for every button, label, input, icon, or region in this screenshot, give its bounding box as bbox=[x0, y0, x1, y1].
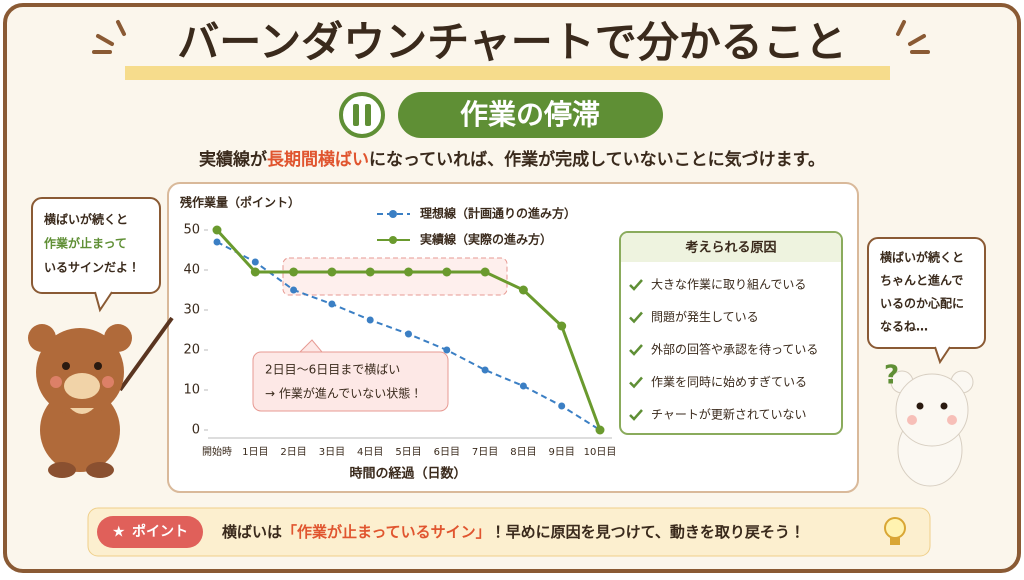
x-tick-label: 6日目 bbox=[434, 447, 460, 458]
bubble-text: 作業が止まって bbox=[44, 236, 127, 251]
data-point bbox=[213, 238, 221, 246]
point-text-part: ！早めに原因を見つけて、動きを取り戻そう！ bbox=[491, 523, 805, 541]
data-point bbox=[405, 330, 412, 338]
section-icon bbox=[339, 92, 385, 138]
data-point bbox=[443, 346, 451, 354]
bubble-text: いるのか心配に bbox=[880, 296, 964, 311]
cause-item: チャートが更新されていない bbox=[651, 407, 807, 422]
callout-text: 2日目〜6日目まで横ばい bbox=[265, 363, 400, 377]
x-tick-label: 9日目 bbox=[549, 447, 575, 458]
data-point bbox=[327, 267, 337, 277]
svg-text:?: ? bbox=[884, 361, 899, 391]
data-point bbox=[480, 267, 490, 277]
callout-box bbox=[252, 351, 449, 412]
data-point bbox=[289, 267, 299, 277]
check-icon bbox=[629, 376, 643, 389]
bear-brown bbox=[28, 316, 174, 478]
data-point bbox=[290, 286, 298, 294]
data-point bbox=[442, 267, 452, 277]
bubble-text: 横ばいが続くと bbox=[880, 250, 964, 265]
y-tick-label: 30 bbox=[183, 303, 200, 318]
data-point bbox=[328, 300, 336, 308]
y-axis-label: 残作業量（ポイント） bbox=[179, 195, 300, 210]
x-tick-label: 4日目 bbox=[357, 447, 383, 458]
decoration bbox=[92, 20, 930, 54]
legend-swatch-dot bbox=[389, 210, 397, 218]
data-point bbox=[212, 225, 222, 235]
point-badge-text: ポイント bbox=[132, 523, 188, 540]
point-text-part: 横ばいは bbox=[222, 523, 282, 541]
bubble-tail bbox=[934, 346, 951, 365]
lead-highlight: 長期間横ばい bbox=[267, 149, 369, 170]
x-tick-label: 3日目 bbox=[319, 447, 345, 458]
point-highlight: 「作業が止まっているサイン」 bbox=[282, 523, 491, 541]
point-text: 横ばいは「作業が止まっているサイン」！早めに原因を見つけて、動きを取り戻そう！ bbox=[222, 523, 805, 541]
cause-item: 作業を同時に始めすぎている bbox=[651, 375, 807, 389]
speech-bubble bbox=[867, 237, 986, 349]
x-axis-label: 時間の経過（日数） bbox=[349, 466, 466, 482]
x-tick-label: 10日目 bbox=[584, 447, 617, 458]
bubble-text: なるね… bbox=[880, 320, 928, 334]
bubble-text: ちゃんと進んで bbox=[880, 273, 963, 288]
cause-item: 大きな作業に取り組んでいる bbox=[651, 278, 806, 292]
y-tick-label: 50 bbox=[183, 223, 200, 238]
lead: 実績線が長期間横ばいになっていれば、作業が完成していないことに気づけます。 bbox=[199, 149, 825, 170]
data-point bbox=[250, 267, 260, 277]
causes-list: 大きな作業に取り組んでいる問題が発生している外部の回答や承認を待っている作業を同… bbox=[629, 278, 818, 422]
callout-text: → 作業が進んでいない状態！ bbox=[265, 386, 422, 401]
x-tick-label: 2日目 bbox=[280, 447, 306, 458]
section-icon-bar bbox=[365, 104, 371, 126]
lead-text: 実績線が bbox=[199, 149, 267, 170]
y-tick-label: 20 bbox=[183, 343, 200, 358]
bubble-text: いるサインだよ！ bbox=[44, 261, 140, 275]
cause-item: 問題が発生している bbox=[651, 309, 759, 324]
lightbulb bbox=[884, 517, 906, 545]
check-icon bbox=[629, 344, 643, 356]
x-tick-label: 7日目 bbox=[472, 447, 498, 458]
point-bar bbox=[87, 507, 931, 557]
y-tick-label: 0 bbox=[192, 423, 200, 438]
check-icon bbox=[629, 311, 643, 324]
bear-white: ? bbox=[884, 361, 974, 487]
legend-swatch-dot bbox=[389, 236, 397, 244]
title: バーンダウンチャートで分かること bbox=[177, 18, 846, 67]
x-tick-label: 8日目 bbox=[510, 447, 536, 458]
data-point bbox=[366, 316, 374, 324]
lead-text: になっていれば、作業が完成していないことに気づけます。 bbox=[369, 149, 825, 170]
x-tick-label: 5日目 bbox=[395, 447, 421, 458]
data-point bbox=[404, 267, 413, 277]
flat-highlight bbox=[282, 257, 508, 296]
data-point bbox=[365, 267, 375, 277]
data-point bbox=[557, 321, 567, 331]
x-tick-label: 開始時 bbox=[202, 445, 232, 458]
legend-label: 実績線（実際の進み方） bbox=[420, 232, 552, 247]
cause-item: 外部の回答や承認を待っている bbox=[651, 342, 818, 357]
causes-header bbox=[621, 233, 841, 262]
data-point bbox=[558, 402, 566, 410]
causes-title: 考えられる原因 bbox=[684, 240, 776, 256]
point-badge-star: ★ bbox=[112, 523, 125, 541]
bubble-text: 横ばいが続くと bbox=[44, 212, 128, 227]
section-icon-bar bbox=[353, 104, 359, 126]
title-underline bbox=[125, 66, 890, 80]
data-point bbox=[595, 425, 605, 435]
y-tick-label: 40 bbox=[183, 263, 200, 278]
section-pill bbox=[398, 92, 663, 138]
check-icon bbox=[629, 409, 643, 421]
data-point bbox=[519, 382, 527, 390]
y-tick-label: 10 bbox=[183, 383, 200, 398]
bubble-tail bbox=[94, 291, 113, 313]
data-point bbox=[251, 258, 259, 266]
data-point bbox=[481, 366, 489, 374]
x-tick-label: 1日目 bbox=[242, 447, 268, 458]
causes-box bbox=[619, 231, 843, 435]
legend-label: 理想線（計画通りの進み方） bbox=[420, 206, 576, 221]
data-point bbox=[518, 285, 528, 295]
section-title: 作業の停滞 bbox=[460, 98, 600, 131]
check-icon bbox=[629, 279, 643, 291]
plot: 0 10 20 30 40 50 開始時 1日目 2日目 3日目 4日目 5日目 6日目 7日目 8日目 9日… bbox=[183, 223, 616, 459]
point-badge bbox=[97, 516, 203, 548]
